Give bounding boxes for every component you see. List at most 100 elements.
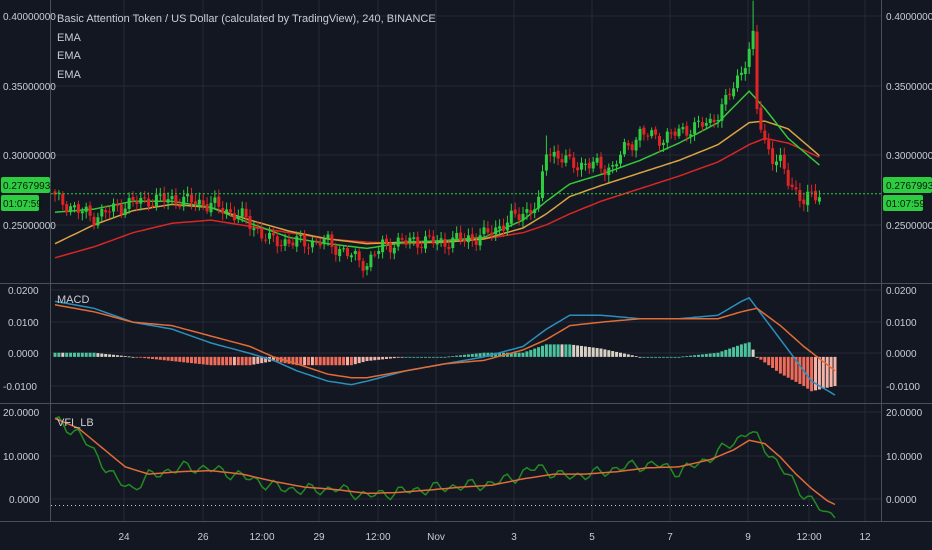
candle-body xyxy=(275,236,279,247)
macd-histogram-bar xyxy=(771,356,775,368)
macd-histogram-bar xyxy=(151,356,154,359)
candle-body xyxy=(427,235,431,237)
candle-body xyxy=(392,247,396,254)
macd-histogram-bar xyxy=(256,356,260,364)
candle-body xyxy=(80,211,84,214)
candle-body xyxy=(521,213,525,221)
price-tick-left: 0.25000000 xyxy=(3,221,56,232)
macd-histogram-bar xyxy=(607,350,611,357)
macd-tick-right: 0.0200 xyxy=(886,286,917,297)
candle-body xyxy=(767,140,771,150)
vfi-legend[interactable]: VFI_LB xyxy=(57,417,94,429)
macd-histogram-bar xyxy=(225,356,229,366)
macd-histogram-bar xyxy=(69,352,73,357)
candle-body xyxy=(533,209,537,214)
candle-body xyxy=(201,200,205,206)
macd-histogram-bar xyxy=(685,356,689,357)
time-tick: 26 xyxy=(197,532,209,543)
macd-histogram xyxy=(53,342,837,392)
time-tick: Nov xyxy=(427,532,445,543)
time-axis[interactable]: 24 26 12:00 29 12:00 Nov 3 5 7 9 12:00 1… xyxy=(118,532,871,543)
time-tick: 3 xyxy=(511,532,517,543)
candle-body xyxy=(314,240,318,242)
macd-histogram-bar xyxy=(412,356,416,358)
candle-body xyxy=(299,235,303,237)
candle-body xyxy=(693,122,697,135)
candle-body xyxy=(583,163,587,165)
macd-histogram-bar xyxy=(271,356,275,362)
macd-histogram-bar xyxy=(115,355,119,357)
macd-histogram-bar xyxy=(381,356,385,360)
candle-body xyxy=(342,248,346,250)
macd-histogram-bar xyxy=(236,356,240,366)
candle-body xyxy=(190,194,193,203)
macd-histogram-bar xyxy=(498,352,502,357)
time-tick: 9 xyxy=(745,532,751,543)
candle-body xyxy=(700,121,704,127)
ema-legend-3[interactable]: EMA xyxy=(57,69,82,81)
candle-body xyxy=(646,135,650,137)
candle-body xyxy=(353,250,357,255)
countdown-right: 01:07:59 xyxy=(886,199,925,210)
vfi-signal-line xyxy=(54,417,836,506)
macd-panel[interactable] xyxy=(53,296,837,396)
macd-histogram-bar xyxy=(568,344,572,357)
macd-histogram-bar xyxy=(100,353,104,357)
candle-body xyxy=(213,197,217,203)
candle-body xyxy=(158,194,162,196)
macd-histogram-bar xyxy=(700,354,704,357)
candle-body xyxy=(814,190,817,201)
macd-histogram-bar xyxy=(583,346,587,357)
candle-body xyxy=(595,157,599,163)
candle-body xyxy=(654,129,658,135)
candle-body xyxy=(439,238,443,240)
candle-body xyxy=(564,155,568,163)
macd-histogram-bar xyxy=(736,345,739,357)
candle-body xyxy=(619,154,622,164)
macd-histogram-bar xyxy=(205,356,209,365)
price-panel[interactable] xyxy=(51,0,881,278)
candle-body xyxy=(244,208,248,218)
candle-body xyxy=(697,120,700,122)
macd-histogram-bar xyxy=(244,356,248,366)
macd-histogram-bar xyxy=(833,356,837,387)
macd-histogram-bar xyxy=(260,356,264,364)
macd-histogram-bar xyxy=(291,356,295,365)
macd-legend[interactable]: MACD xyxy=(57,294,89,306)
macd-histogram-bar xyxy=(821,356,825,389)
candle-body xyxy=(307,247,310,249)
macd-histogram-bar xyxy=(424,356,427,358)
candle-body xyxy=(494,227,498,235)
macd-histogram-bar xyxy=(170,356,174,362)
candle-body xyxy=(634,139,638,151)
macd-histogram-bar xyxy=(143,356,147,359)
candle-body xyxy=(225,209,229,213)
candle-body xyxy=(478,235,482,246)
candle-body xyxy=(318,242,322,246)
candle-body xyxy=(716,120,720,122)
candle-body xyxy=(385,238,388,243)
macd-histogram-bar xyxy=(521,352,525,357)
macd-histogram-bar xyxy=(474,353,478,357)
time-tick: 12:00 xyxy=(796,532,821,543)
macd-histogram-bar xyxy=(466,354,470,357)
current-price-right: 0.27679938 xyxy=(886,181,932,192)
macd-histogram-bar xyxy=(689,355,693,357)
macd-histogram-bar xyxy=(806,356,810,389)
candle-body xyxy=(349,255,353,258)
macd-histogram-bar xyxy=(190,356,193,364)
macd-histogram-bar xyxy=(357,356,361,364)
candle-body xyxy=(256,227,260,229)
ema-legend-1[interactable]: EMA xyxy=(57,32,82,44)
macd-histogram-bar xyxy=(724,349,728,357)
macd-histogram-bar xyxy=(349,356,353,366)
macd-histogram-bar xyxy=(388,356,392,359)
ema-legend-2[interactable]: EMA xyxy=(57,50,82,62)
vfi-panel[interactable] xyxy=(51,415,836,519)
price-tick-left: 0.40000000 xyxy=(3,12,56,23)
macd-histogram-bar xyxy=(182,356,186,363)
macd-histogram-bar xyxy=(88,352,92,357)
macd-histogram-bar xyxy=(201,356,205,365)
candle-body xyxy=(587,162,591,169)
candle-body xyxy=(326,234,330,240)
